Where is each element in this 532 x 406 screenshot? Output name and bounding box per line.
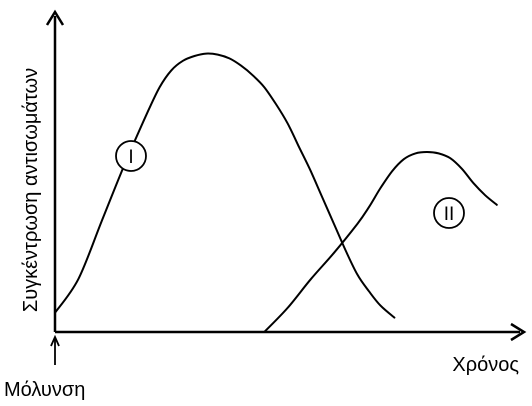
curve-label-text: Ι xyxy=(128,147,133,168)
curve-label-text: ΙΙ xyxy=(444,204,455,225)
curve-label-circle xyxy=(115,140,147,172)
x-axis-label: Χρόνος xyxy=(452,354,519,376)
y-axis-arrow xyxy=(45,9,65,26)
series-line-2 xyxy=(263,150,498,333)
curve-labels: ΙΙΙ xyxy=(115,140,465,229)
x-axis-arrow xyxy=(510,322,527,342)
y-axis-label: Συγκέντρωση αντισωμάτων xyxy=(20,68,42,312)
axes xyxy=(45,9,527,365)
series-line-1 xyxy=(54,52,396,319)
series-layer xyxy=(54,52,498,333)
curve-label-1: Ι xyxy=(115,140,147,172)
curve-label-circle xyxy=(433,197,465,229)
infection-marker-arrow-head xyxy=(50,334,60,347)
infection-label: Μόλυνση xyxy=(4,379,85,401)
curve-label-2: ΙΙ xyxy=(433,197,465,229)
